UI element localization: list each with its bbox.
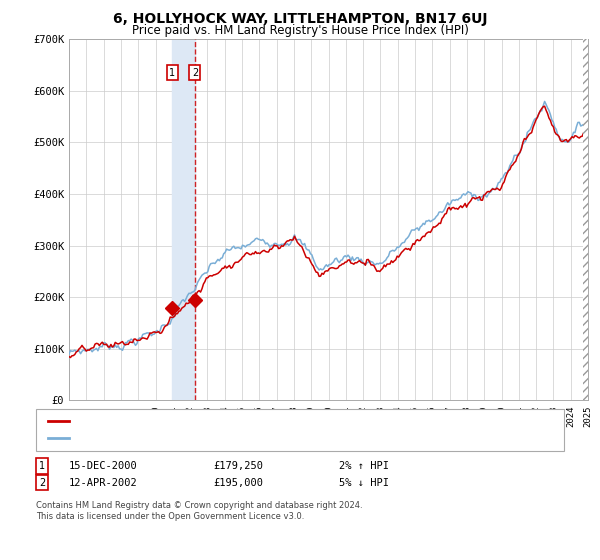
Text: 6, HOLLYHOCK WAY, LITTLEHAMPTON, BN17 6UJ: 6, HOLLYHOCK WAY, LITTLEHAMPTON, BN17 6U… <box>113 12 487 26</box>
Text: 6, HOLLYHOCK WAY, LITTLEHAMPTON, BN17 6UJ (detached house): 6, HOLLYHOCK WAY, LITTLEHAMPTON, BN17 6U… <box>72 416 415 426</box>
Text: 1: 1 <box>169 68 175 78</box>
Text: 2: 2 <box>192 68 198 78</box>
Text: Contains HM Land Registry data © Crown copyright and database right 2024.
This d: Contains HM Land Registry data © Crown c… <box>36 501 362 521</box>
Text: 2: 2 <box>39 478 45 488</box>
Bar <box>172 39 195 400</box>
Text: Price paid vs. HM Land Registry's House Price Index (HPI): Price paid vs. HM Land Registry's House … <box>131 24 469 37</box>
Text: 5% ↓ HPI: 5% ↓ HPI <box>339 478 389 488</box>
Text: 15-DEC-2000: 15-DEC-2000 <box>69 461 138 471</box>
Text: £195,000: £195,000 <box>213 478 263 488</box>
Text: 2% ↑ HPI: 2% ↑ HPI <box>339 461 389 471</box>
Text: £179,250: £179,250 <box>213 461 263 471</box>
Text: 1: 1 <box>39 461 45 471</box>
Bar <box>583 39 588 400</box>
Text: HPI: Average price, detached house, Arun: HPI: Average price, detached house, Arun <box>72 433 290 443</box>
Text: 12-APR-2002: 12-APR-2002 <box>69 478 138 488</box>
